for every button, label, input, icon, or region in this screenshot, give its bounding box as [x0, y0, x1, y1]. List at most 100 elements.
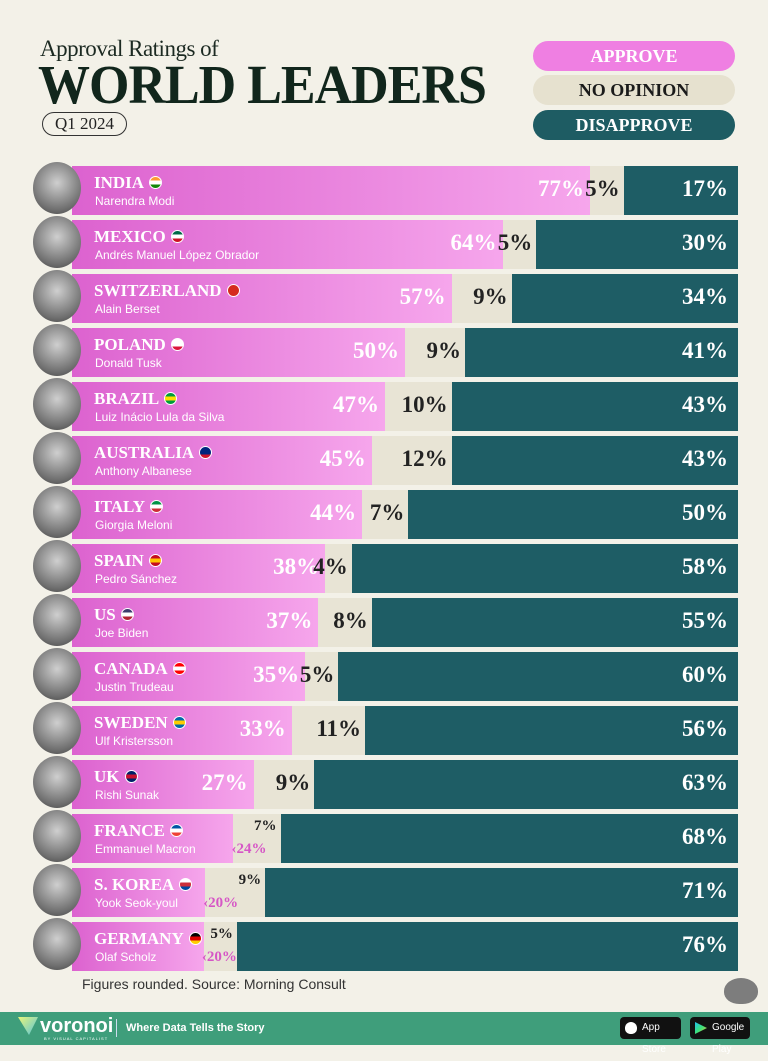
no-opinion-bar	[253, 760, 315, 809]
legend-approve: APPROVE	[533, 41, 735, 71]
flag-icon	[149, 176, 163, 189]
leader-name: Alain Berset	[95, 302, 160, 316]
bar-row-poland: POLAND Donald Tusk 50% 9% 41%	[72, 328, 738, 377]
flag-icon	[179, 878, 193, 891]
app-store-button[interactable]: App Store	[620, 1017, 681, 1055]
country-name: UK	[94, 767, 120, 786]
no-opinion-bar	[233, 814, 281, 863]
country-name: SPAIN	[94, 551, 144, 570]
leader-name: Yook Seok-youl	[95, 896, 178, 910]
approve-value: 57%	[399, 284, 446, 309]
leader-name: Olaf Scholz	[95, 950, 157, 964]
flag-icon	[120, 608, 134, 621]
brand-subtitle: BY VISUAL CAPITALIST	[44, 1036, 109, 1041]
no-opinion-bar	[362, 490, 409, 539]
disapprove-value: 55%	[682, 608, 728, 633]
leader-portrait	[33, 216, 81, 268]
disapprove-value: 30%	[682, 230, 728, 255]
no-opinion-bar	[405, 328, 465, 377]
leader-name: Giorgia Meloni	[95, 518, 173, 532]
approve-value: 47%	[333, 392, 380, 417]
bar-row-skorea: S. KOREA Yook Seok-youl ‹20% 9% 71%	[72, 868, 738, 917]
approve-value: 38%	[273, 554, 320, 579]
period-badge: Q1 2024	[42, 112, 128, 136]
approve-bar	[72, 490, 363, 539]
bar-row-switzerland: SWITZERLAND Alain Berset 57% 9% 34%	[72, 274, 738, 323]
disapprove-value: 71%	[682, 878, 728, 903]
leader-portrait	[33, 864, 81, 916]
approve-bar	[72, 598, 319, 647]
disapprove-value: 43%	[682, 392, 728, 417]
flag-icon	[226, 284, 240, 297]
no-opinion-value: 12%	[401, 446, 448, 471]
no-opinion-value: 9%	[473, 284, 508, 309]
disapprove-value: 58%	[682, 554, 728, 579]
disapprove-value: 34%	[682, 284, 728, 309]
country-name: POLAND	[94, 335, 166, 354]
approve-value: 44%	[310, 500, 357, 525]
leader-name: Rishi Sunak	[95, 788, 160, 802]
approve-value: 37%	[266, 608, 313, 633]
tagline: Where Data Tells the Story	[126, 1022, 265, 1034]
google-play-label: Google Play	[712, 1022, 745, 1055]
bar-row-us: US Joe Biden 37% 8% 55%	[72, 598, 738, 647]
country-name: SWEDEN	[94, 713, 168, 732]
disapprove-bar	[338, 652, 738, 701]
chart-title: WORLD LEADERS	[38, 55, 487, 116]
disapprove-bar	[623, 166, 738, 215]
voronoi-logo-icon	[18, 1017, 38, 1035]
flag-icon	[170, 338, 184, 351]
country-name: GERMANY	[94, 929, 184, 948]
country-label: AUSTRALIA	[94, 443, 213, 463]
subtitle: Approval Ratings of	[40, 36, 219, 61]
disapprove-bar	[451, 436, 738, 485]
country-label: SWEDEN	[94, 713, 186, 733]
footer: voronoi BY VISUAL CAPITALIST Where Data …	[0, 1012, 768, 1055]
disapprove-bar	[314, 760, 738, 809]
disapprove-value: 68%	[682, 824, 728, 849]
bar-row-spain: SPAIN Pedro Sánchez 38% 4% 58%	[72, 544, 738, 593]
leader-portrait	[33, 756, 81, 808]
country-label: MEXICO	[94, 227, 184, 247]
leader-portrait	[33, 918, 81, 970]
no-opinion-bar	[205, 868, 266, 917]
no-opinion-value: 4%	[313, 554, 348, 579]
flag-icon	[169, 824, 183, 837]
no-opinion-value: 8%	[333, 608, 368, 633]
disapprove-bar	[365, 706, 738, 755]
leader-portrait	[33, 702, 81, 754]
leader-name: Donald Tusk	[95, 356, 162, 370]
no-opinion-value: 5%	[210, 926, 233, 942]
country-name: CANADA	[94, 659, 168, 678]
leader-portrait	[33, 162, 81, 214]
country-label: ITALY	[94, 497, 164, 517]
leader-portrait	[33, 486, 81, 538]
country-label: S. KOREA	[94, 875, 193, 895]
flag-icon	[164, 392, 178, 405]
leader-portrait	[33, 540, 81, 592]
country-label: GERMANY	[94, 929, 202, 949]
no-opinion-bar	[305, 652, 339, 701]
leader-name: Emmanuel Macron	[95, 842, 196, 856]
approve-bar	[72, 922, 204, 971]
country-label: BRAZIL	[94, 389, 178, 409]
leader-portrait	[33, 648, 81, 700]
disapprove-bar	[280, 814, 738, 863]
flag-icon	[170, 230, 184, 243]
country-label: INDIA	[94, 173, 163, 193]
approve-bar	[72, 868, 206, 917]
country-label: FRANCE	[94, 821, 183, 841]
country-name: MEXICO	[94, 227, 166, 246]
bar-row-australia: AUSTRALIA Anthony Albanese 45% 12% 43%	[72, 436, 738, 485]
google-play-button[interactable]: Google Play	[690, 1017, 750, 1055]
disapprove-value: 17%	[682, 176, 728, 201]
approve-bar	[72, 274, 452, 323]
disapprove-value: 43%	[682, 446, 728, 471]
disapprove-bar	[236, 922, 738, 971]
approve-bar	[72, 706, 292, 755]
approve-bar	[72, 652, 306, 701]
disapprove-value: 76%	[682, 932, 728, 957]
no-opinion-bar	[325, 544, 352, 593]
bar-row-italy: ITALY Giorgia Meloni 44% 7% 50%	[72, 490, 738, 539]
no-opinion-value: 11%	[316, 716, 362, 741]
